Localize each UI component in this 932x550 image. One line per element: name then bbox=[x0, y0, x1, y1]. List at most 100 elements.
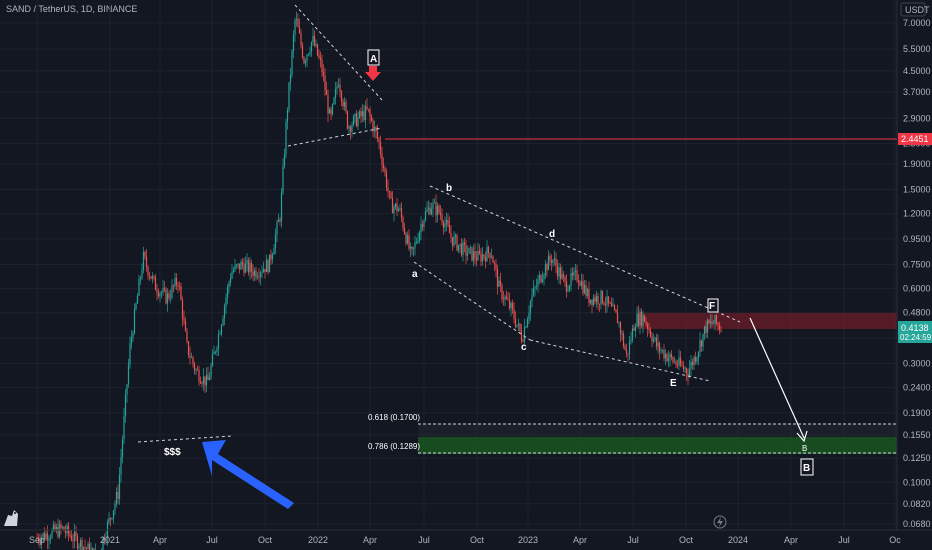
projection-arrow-line bbox=[749, 317, 805, 439]
candle-body bbox=[420, 224, 422, 232]
candle-body bbox=[361, 111, 364, 117]
time-tick-label: Oct bbox=[679, 535, 694, 545]
candle-body bbox=[292, 34, 295, 52]
candle-body bbox=[333, 97, 335, 105]
candle-body bbox=[556, 266, 559, 277]
wave-B-label: B bbox=[803, 463, 810, 474]
candle-body bbox=[418, 231, 421, 241]
candle-body bbox=[447, 220, 449, 226]
candle-body bbox=[505, 296, 508, 299]
candle-body bbox=[451, 237, 454, 246]
candle-body bbox=[444, 223, 446, 228]
candle-body bbox=[225, 297, 227, 307]
candle-body bbox=[345, 101, 347, 112]
candle-body bbox=[603, 302, 605, 305]
candle-body bbox=[180, 286, 182, 300]
candle-body bbox=[609, 302, 611, 304]
candle-body bbox=[445, 220, 448, 224]
candle-body bbox=[123, 415, 125, 440]
projection-target-mark: B bbox=[802, 444, 807, 453]
candle-body bbox=[460, 243, 463, 256]
candle-body bbox=[675, 361, 677, 365]
candle-body bbox=[210, 365, 212, 378]
fib-618-label: 0.618 (0.1700) bbox=[368, 413, 420, 422]
candle-body bbox=[327, 94, 329, 114]
candle-body bbox=[379, 141, 382, 154]
price-tick-label: 0.1000 bbox=[903, 477, 931, 487]
candle-body bbox=[69, 533, 71, 536]
candle-body bbox=[690, 361, 692, 369]
candle-body bbox=[514, 319, 517, 327]
candle-body bbox=[151, 276, 154, 279]
candle-body bbox=[622, 333, 625, 347]
candle-body bbox=[246, 260, 248, 264]
candle-body bbox=[294, 20, 296, 35]
candle-body bbox=[465, 244, 467, 256]
candle-body bbox=[472, 251, 475, 261]
candle-body bbox=[321, 60, 323, 73]
candle-body bbox=[403, 228, 406, 234]
candle-body bbox=[489, 252, 491, 258]
candle-body bbox=[417, 240, 419, 243]
candle-body bbox=[600, 290, 602, 305]
candle-body bbox=[594, 297, 596, 302]
candle-body bbox=[375, 127, 377, 132]
channel-lower-line bbox=[413, 261, 531, 341]
candle-body bbox=[642, 315, 644, 326]
candle-body bbox=[516, 325, 518, 327]
candle-body bbox=[658, 342, 661, 352]
candle-body bbox=[682, 365, 685, 369]
symbol-title[interactable]: SAND / TetherUS, 1D, BINANCE bbox=[6, 4, 138, 14]
candle-body bbox=[469, 247, 472, 249]
candle-body bbox=[87, 543, 89, 549]
candle-body bbox=[42, 533, 44, 538]
candle-body bbox=[588, 289, 590, 304]
candle-body bbox=[150, 276, 152, 279]
candle-body bbox=[376, 131, 379, 139]
candle-body bbox=[633, 328, 635, 331]
candle-body bbox=[636, 313, 638, 327]
candle-body bbox=[276, 222, 278, 235]
candle-body bbox=[442, 222, 445, 228]
candle-body bbox=[255, 270, 257, 278]
candle-body bbox=[573, 271, 575, 276]
candle-body bbox=[699, 340, 701, 353]
candle-body bbox=[457, 245, 460, 251]
candle-body bbox=[627, 353, 629, 355]
candle-body bbox=[301, 45, 304, 58]
candle-body bbox=[390, 192, 392, 198]
candle-body bbox=[337, 84, 340, 87]
candle-body bbox=[384, 168, 386, 173]
candle-body bbox=[309, 51, 311, 54]
candle-body bbox=[102, 537, 104, 550]
candle-body bbox=[285, 121, 287, 155]
candle-body bbox=[267, 260, 269, 273]
candle-body bbox=[91, 548, 94, 550]
candle-body bbox=[502, 298, 505, 300]
candle-body bbox=[126, 384, 128, 395]
time-tick-label: Jul bbox=[418, 535, 430, 545]
candle-body bbox=[109, 517, 112, 519]
candle-body bbox=[492, 256, 494, 263]
candle-body bbox=[714, 315, 716, 324]
candle-body bbox=[645, 321, 647, 325]
channel-lower-line-2 bbox=[529, 339, 711, 382]
candle-body bbox=[367, 108, 370, 110]
candle-body bbox=[331, 104, 334, 115]
candle-body bbox=[459, 243, 461, 246]
candle-body bbox=[694, 357, 697, 362]
channel-upper-line bbox=[429, 185, 741, 323]
candle-body bbox=[526, 319, 529, 328]
wave-F-box bbox=[707, 298, 719, 313]
candle-body bbox=[676, 364, 679, 366]
candle-body bbox=[273, 248, 275, 255]
candle-body bbox=[610, 303, 613, 307]
fib-786-label: 0.786 (0.1289) bbox=[368, 442, 420, 451]
wave-A-label: A bbox=[370, 54, 377, 65]
price-tick-label: 1.9000 bbox=[903, 159, 931, 169]
liquidity-line bbox=[137, 435, 233, 443]
candle-body bbox=[280, 192, 283, 222]
candle-body bbox=[160, 292, 163, 294]
candle-body bbox=[54, 524, 56, 531]
